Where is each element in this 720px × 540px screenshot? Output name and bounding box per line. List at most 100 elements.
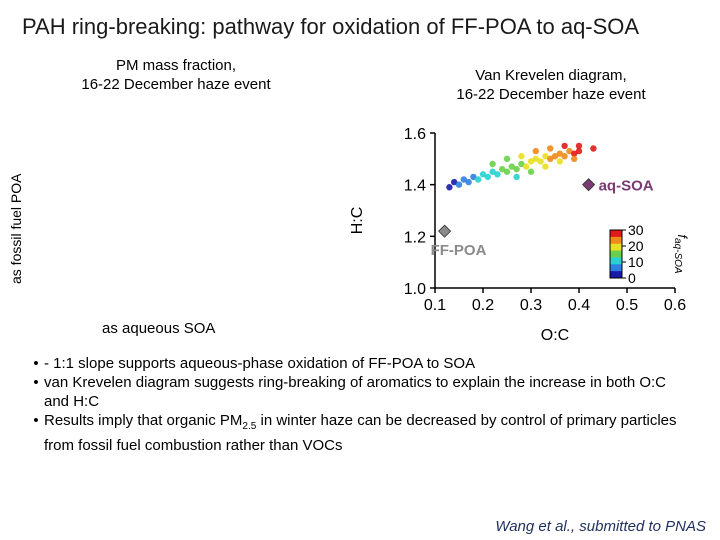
scatter-point (503, 155, 511, 163)
bullet-dot: • (33, 412, 39, 429)
scatter-point (571, 155, 578, 163)
colorbar-segment (610, 236, 622, 245)
scatter-point (465, 178, 472, 186)
scatter-point (455, 181, 463, 188)
citation: Wang et al., submitted to PNAS (495, 518, 706, 535)
scatter-point (527, 158, 535, 165)
colorbar-label-main: f (675, 234, 690, 239)
scatter-point (590, 145, 597, 152)
bullet-text: - 1:1 slope supports aqueous-phase oxida… (44, 355, 476, 372)
slide-title: PAH ring-breaking: pathway for oxidation… (22, 14, 640, 39)
scatter-point (556, 150, 563, 157)
x-axis-label: O:C (541, 327, 569, 344)
x-tick-label: 0.5 (616, 297, 638, 314)
colorbar-segment (610, 264, 622, 272)
left-panel-x-axis-label: as aqueous SOA (102, 320, 216, 337)
scatter-point (460, 176, 467, 183)
y-axis-label: H:C (349, 207, 366, 235)
bullet-text-after: in winter haze can be decreased by contr… (44, 412, 677, 454)
scatter-point (575, 142, 583, 150)
left-subtitle-line2: 16-22 December haze event (81, 76, 271, 93)
scatter-point (571, 150, 578, 157)
scatter-point (499, 165, 506, 173)
x-tick-label: 0.1 (424, 297, 446, 314)
x-tick-label: 0.2 (472, 297, 494, 314)
colorbar-segment (610, 250, 622, 258)
scatter-point (575, 147, 583, 155)
van-krevelen-title: Van Krevelen diagram, 16-22 December haz… (432, 66, 670, 104)
y-tick-label: 1.2 (404, 229, 426, 246)
colorbar-label-subscript: aq-SOA (672, 238, 683, 274)
scatter-point (532, 147, 539, 155)
scatter-point (523, 163, 530, 170)
scatter-point (561, 142, 568, 150)
scatter-point (446, 184, 453, 191)
scatter-point (489, 168, 496, 175)
scatter-point (537, 158, 544, 165)
scatter-point (508, 163, 515, 170)
scatter-point (503, 168, 511, 175)
scatter-point (484, 173, 491, 181)
bullet-list: • - 1:1 slope supports aqueous-phase oxi… (28, 354, 688, 455)
bullet-dot: • (33, 355, 39, 372)
bullet-text: van Krevelen diagram suggests ring-break… (44, 374, 666, 410)
x-tick-label: 0.4 (568, 297, 590, 314)
x-tick-label: 0.3 (520, 297, 542, 314)
scatter-point (532, 155, 539, 163)
scatter-point (518, 160, 525, 168)
bullet-text: Results imply that organic PM2.5 in wint… (44, 411, 688, 455)
y-tick-label: 1.0 (404, 281, 426, 298)
colorbar-label: faq-SOA (672, 234, 690, 274)
scatter-point (527, 168, 535, 175)
bullet-dot: • (33, 374, 39, 391)
colorbar-segment (610, 243, 622, 252)
scatter-point (542, 163, 549, 170)
scatter-point (513, 165, 520, 173)
left-panel-y-axis-label: as fossil fuel POA (8, 173, 24, 285)
scatter-point (475, 176, 482, 183)
scatter-point (470, 173, 477, 181)
y-tick-label: 1.4 (404, 178, 426, 195)
colorbar-frame (609, 229, 623, 279)
colorbar-tick-label: 30 (628, 222, 644, 238)
colorbar-tick-label: 0 (628, 270, 636, 286)
endmember-label: aq-SOA (599, 178, 654, 195)
colorbar-segment (610, 271, 622, 279)
scatter-point (513, 173, 520, 181)
scatter-point (489, 160, 496, 168)
endmember-diamond (582, 178, 596, 192)
scatter-point (547, 155, 554, 163)
left-panel-subtitle: PM mass fraction, 16-22 December haze ev… (60, 56, 292, 94)
scatter-point (518, 153, 525, 160)
bullet-item: • - 1:1 slope supports aqueous-phase oxi… (28, 354, 688, 373)
scatter-point (547, 145, 554, 152)
van-krevelen-title-line1: Van Krevelen diagram, (475, 67, 627, 84)
scatter-point (479, 171, 487, 178)
endmember-markers: aq-SOA FF-POA (431, 178, 654, 260)
scatter-point (561, 153, 568, 160)
colorbar-tick-label: 10 (628, 254, 644, 270)
scatter-point (556, 158, 563, 165)
bullet-item: • van Krevelen diagram suggests ring-bre… (28, 373, 688, 411)
x-tick-label: 0.6 (664, 297, 686, 314)
scatter-point (542, 153, 549, 160)
colorbar-segment (610, 257, 622, 265)
endmember-label: FF-POA (431, 242, 487, 259)
colorbar-segment (610, 230, 622, 238)
bullet-subscript: 2.5 (242, 421, 257, 432)
x-ticks: 0.1 0.2 0.3 0.4 0.5 0.6 (424, 288, 686, 314)
scatter-band (446, 142, 597, 191)
chart-axes (434, 133, 675, 289)
y-tick-label: 1.6 (404, 126, 426, 143)
bullet-text-before: Results imply that organic PM (44, 412, 243, 429)
scatter-point (494, 171, 501, 178)
endmember-diamond (438, 224, 452, 238)
van-krevelen-chart: 0.1 0.2 0.3 0.4 0.5 0.6 1.01.21.41.6 O:C H:C … (349, 126, 690, 344)
left-subtitle-line1: PM mass fraction, (115, 57, 237, 74)
colorbar-tick-label: 20 (628, 238, 644, 254)
scatter-point (566, 147, 573, 155)
y-ticks: 1.0 1.2 1.4 1.6 (404, 126, 435, 298)
van-krevelen-title-line2: 16-22 December haze event (456, 86, 646, 103)
scatter-point (451, 178, 458, 186)
